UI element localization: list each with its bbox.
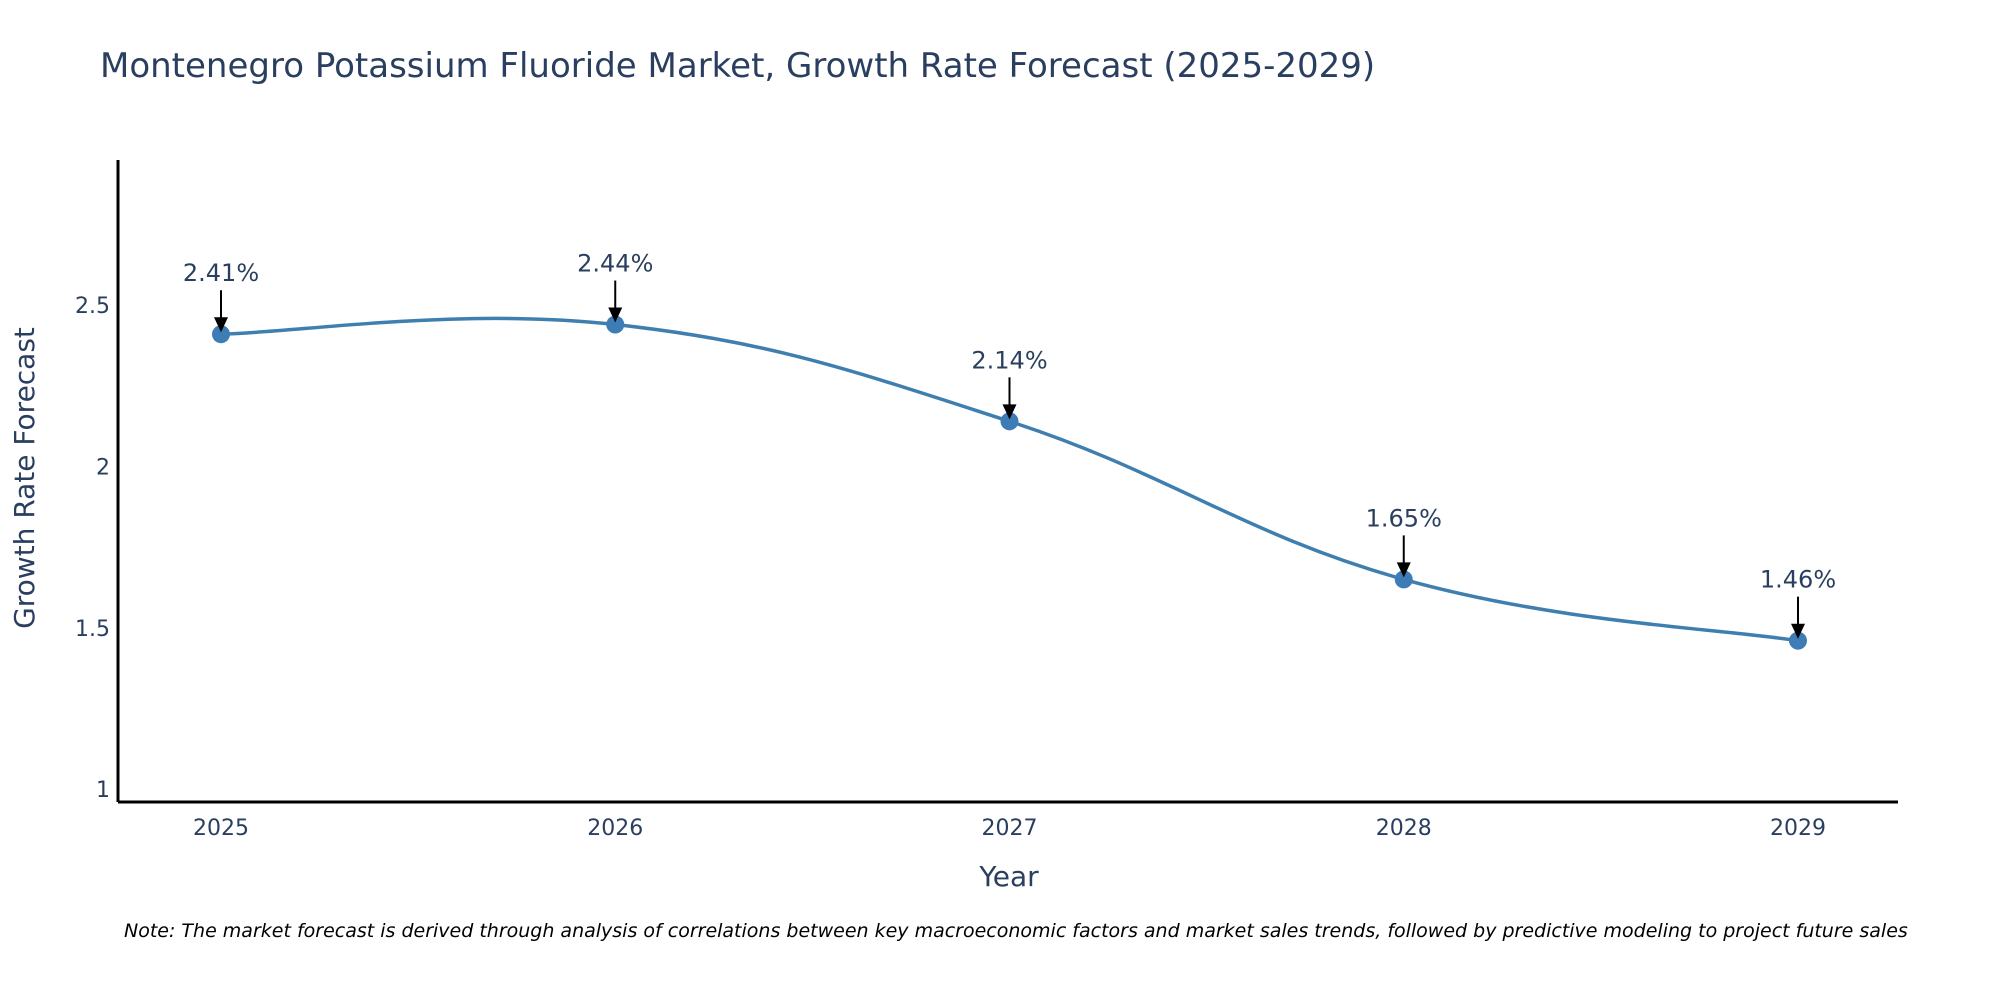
data-point: [1394, 570, 1413, 589]
y-tick-label: 2.5: [75, 294, 110, 319]
chart-title: Montenegro Potassium Fluoride Market, Gr…: [100, 46, 1376, 86]
data-point: [1789, 631, 1807, 650]
y-tick-label: 1.5: [75, 617, 110, 642]
annotation-arrow-head: [608, 307, 623, 323]
annotation-arrow-head: [1791, 623, 1805, 639]
data-annotations: 2.41% 2.44% 2.14% 1.65% 1.46%: [183, 250, 1836, 639]
annotation-arrow-head: [214, 317, 228, 333]
x-tick-label: 2025: [193, 816, 249, 841]
y-tick-label: 2: [96, 455, 110, 480]
x-tick-label: 2029: [1770, 816, 1826, 841]
y-axis-title: Growth Rate Forecast: [8, 327, 41, 629]
x-tick-label: 2027: [982, 816, 1038, 841]
footnote: Note: The market forecast is derived thr…: [124, 920, 1908, 942]
x-axis-title: Year: [978, 860, 1039, 893]
data-point: [212, 325, 230, 344]
data-label: 2.44%: [577, 250, 653, 278]
data-point: [1000, 412, 1019, 431]
data-label: 1.46%: [1760, 566, 1836, 594]
annotation-arrow-head: [1396, 562, 1411, 578]
y-tick-label: 1: [96, 778, 110, 803]
annotation-arrow-head: [1002, 404, 1017, 420]
data-label: 2.41%: [183, 259, 259, 287]
data-label: 2.14%: [971, 346, 1047, 374]
x-tick-label: 2028: [1376, 816, 1432, 841]
data-label: 1.65%: [1366, 504, 1442, 532]
x-tick-label: 2026: [587, 816, 643, 841]
data-point: [606, 315, 625, 334]
x-ticks: 2025 2026 2027 2028 2029: [193, 816, 1826, 841]
y-ticks: 1 1.5 2 2.5: [75, 294, 110, 803]
series-markers: [212, 315, 1807, 650]
